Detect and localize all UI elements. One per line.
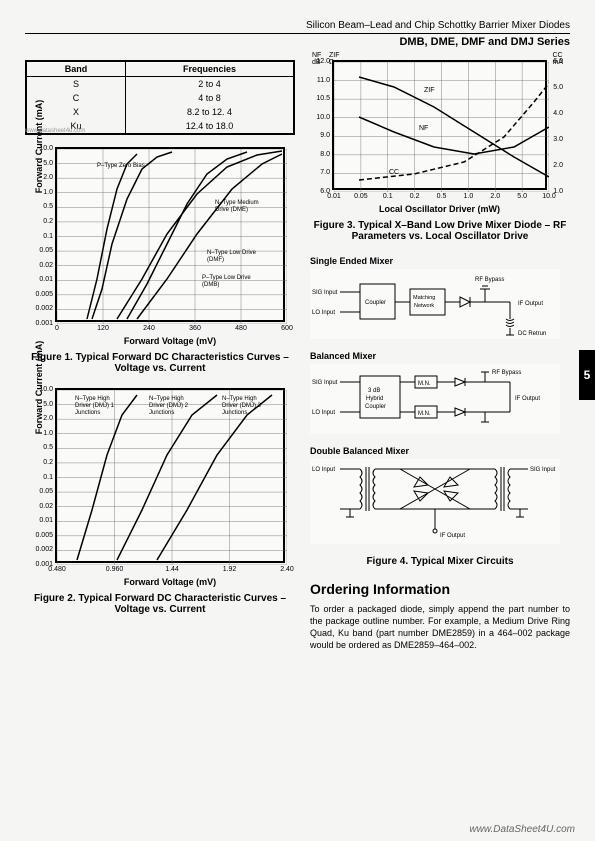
fig4-caption: Figure 4. Typical Mixer Circuits: [310, 556, 570, 567]
ordering-heading: Ordering Information: [310, 581, 570, 597]
band-table-header: Frequencies: [125, 61, 294, 77]
table-cell: S: [26, 77, 125, 92]
svg-text:IF Output: IF Output: [515, 396, 540, 402]
fig3-caption: Figure 3. Typical X–Band Low Drive Mixer…: [310, 220, 570, 242]
table-cell: 12.4 to 18.0: [125, 119, 294, 134]
svg-text:SIG Input: SIG Input: [530, 467, 556, 473]
watermark: www.DataSheet4U.com: [469, 824, 575, 835]
svg-text:N–Type HighDriver (DMJ) 3Junct: N–Type HighDriver (DMJ) 3Junctions: [222, 396, 262, 416]
svg-text:CC: CC: [389, 169, 399, 176]
svg-text:SIG Input: SIG Input: [312, 380, 338, 386]
svg-text:LO Input: LO Input: [312, 310, 335, 316]
svg-text:N–Type MediumDrive (DME): N–Type MediumDrive (DME): [215, 200, 259, 213]
figure-1-chart: P–Type Zero Bias N–Type MediumDrive (DME)…: [55, 147, 285, 322]
svg-text:DC Retrun: DC Retrun: [518, 331, 546, 337]
doc-series: DMB, DME, DMF and DMJ Series: [25, 33, 570, 48]
svg-text:IF Output: IF Output: [440, 533, 465, 539]
fig1-caption: Figure 1. Typical Forward DC Characteris…: [25, 352, 295, 374]
svg-text:Network: Network: [414, 303, 434, 309]
svg-text:LO Input: LO Input: [312, 410, 335, 416]
fig3-xlabel: Local Oscillator Driver (mW): [332, 204, 547, 214]
svg-text:Hybrid: Hybrid: [366, 396, 383, 402]
balanced-mixer: Balanced Mixer SIG Input LO Input 3 dB H…: [310, 351, 570, 436]
svg-text:LO Input: LO Input: [312, 467, 335, 473]
band-table-header: Band: [26, 61, 125, 77]
svg-text:Matching: Matching: [413, 295, 435, 301]
svg-text:3 dB: 3 dB: [368, 388, 380, 394]
svg-text:N–Type HighDriver (DMJ) 2Junct: N–Type HighDriver (DMJ) 2Junctions: [149, 396, 189, 416]
page-tab: 5: [579, 350, 595, 400]
figure-3-chart: ZIFNFCC 6.07.08.09.010.010.511.012.0 0.0…: [332, 60, 547, 190]
svg-text:Coupler: Coupler: [365, 404, 386, 410]
ordering-text: To order a packaged diode, simply append…: [310, 603, 570, 652]
table-cell: 2 to 4: [125, 77, 294, 92]
table-cell: 8.2 to 12. 4: [125, 105, 294, 119]
fig2-caption: Figure 2. Typical Forward DC Characteris…: [25, 593, 295, 615]
fig1-xlabel: Forward Voltage (mV): [55, 336, 285, 346]
svg-text:N–Type Low Drive(DMF): N–Type Low Drive(DMF): [207, 250, 257, 263]
single-ended-mixer: Single Ended Mixer SIG Input LO Input Co…: [310, 256, 570, 341]
svg-text:N–Type HighDriver (DMJ) 1Junct: N–Type HighDriver (DMJ) 1Junctions: [75, 396, 115, 416]
doc-title: Silicon Beam–Lead and Chip Schottky Barr…: [25, 20, 570, 31]
svg-text:NF: NF: [419, 125, 428, 132]
svg-text:RF Bypass: RF Bypass: [492, 370, 521, 376]
svg-text:SIG Input: SIG Input: [312, 290, 338, 296]
svg-text:P–Type Low Drive(DMB): P–Type Low Drive(DMB): [202, 275, 251, 288]
svg-text:Coupler: Coupler: [365, 300, 386, 306]
svg-text:M.N.: M.N.: [418, 381, 431, 387]
table-cell: 4 to 8: [125, 91, 294, 105]
svg-text:M.N.: M.N.: [418, 411, 431, 417]
svg-text:RF Bypass: RF Bypass: [475, 277, 504, 283]
figure-2-chart: N–Type HighDriver (DMJ) 1Junctions N–Type…: [55, 388, 285, 563]
svg-text:IF Output: IF Output: [518, 301, 543, 307]
svg-text:ZIF: ZIF: [424, 87, 435, 94]
svg-text:P–Type Zero Bias: P–Type Zero Bias: [97, 163, 145, 169]
band-table: Band Frequencies S2 to 4C4 to 8X8.2 to 1…: [25, 60, 295, 135]
double-balanced-mixer: Double Balanced Mixer LO Input SIG Input: [310, 446, 570, 546]
fig2-xlabel: Forward Voltage (mV): [55, 577, 285, 587]
